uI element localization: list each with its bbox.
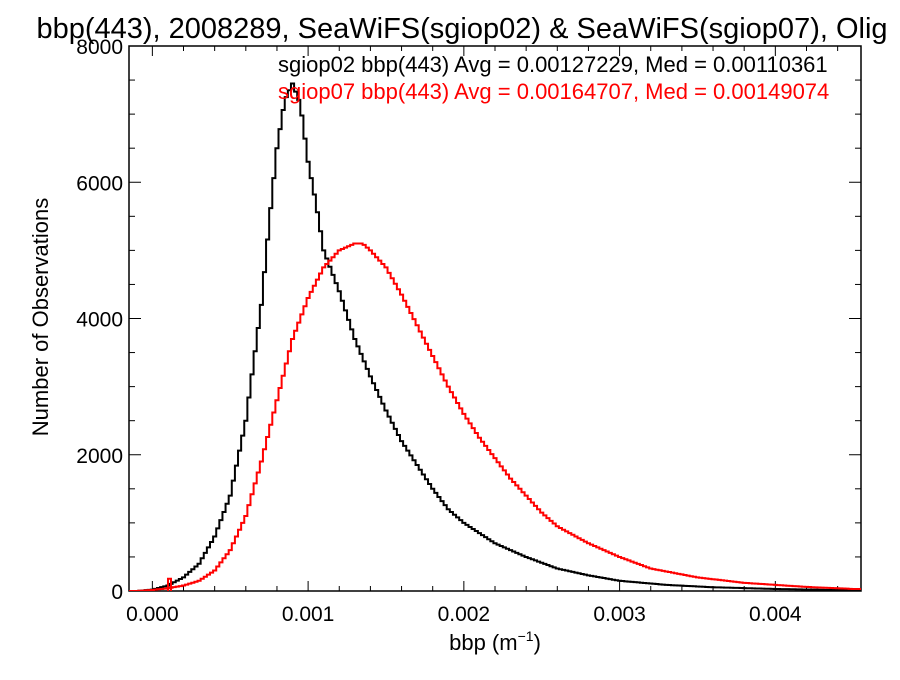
series-spike <box>166 577 172 591</box>
x-axis-label-main: bbp (m <box>449 630 517 655</box>
annotation-2: sgiop07 bbp(443) Avg = 0.00164707, Med =… <box>278 79 829 104</box>
x-axis-label: bbp (m−1) <box>449 628 541 655</box>
y-tick-label: 2000 <box>76 445 123 468</box>
chart-title: bbp(443), 2008289, SeaWiFS(sgiop02) & Se… <box>36 13 887 45</box>
x-tick-label: 0.002 <box>438 603 491 626</box>
y-tick-label: 0 <box>111 581 123 604</box>
plot-area: 0.000 0.001 0.002 0.003 0.004 0 2000 4000 6000 80… <box>76 36 862 626</box>
plot-frame <box>128 45 862 592</box>
y-tick-label: 6000 <box>76 172 123 195</box>
x-tick-label: 0.003 <box>593 603 646 626</box>
series-line-2 <box>129 242 861 591</box>
x-tick-label: 0.004 <box>749 603 802 626</box>
x-axis-label-close: ) <box>534 630 541 655</box>
y-axis-label: Number of Observations <box>28 198 53 436</box>
y-tick-label: 4000 <box>76 309 123 332</box>
y-tick-label: 8000 <box>76 36 123 59</box>
series-line-1 <box>129 82 861 591</box>
x-axis-label-exponent: −1 <box>518 628 534 644</box>
x-tick-label: 0.000 <box>126 603 179 626</box>
x-tick-label: 0.001 <box>282 603 335 626</box>
annotation-1: sgiop02 bbp(443) Avg = 0.00127229, Med =… <box>278 52 828 77</box>
